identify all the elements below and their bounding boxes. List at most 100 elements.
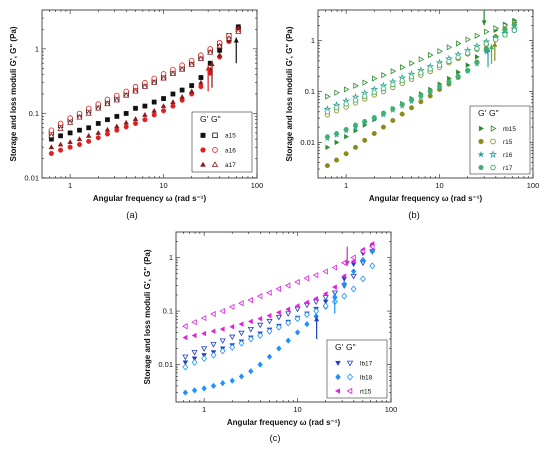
data-point: [141, 83, 148, 89]
x-tick-label: 10: [293, 405, 301, 414]
data-point: [160, 103, 167, 109]
data-point: [76, 142, 83, 148]
data-point: [198, 75, 204, 80]
data-point: [142, 111, 148, 117]
data-point: [294, 329, 301, 336]
data-point: [400, 64, 406, 71]
data-point: [219, 307, 225, 315]
data-point: [484, 28, 490, 35]
data-point: [474, 46, 480, 52]
data-point: [343, 127, 349, 132]
data-point: [341, 273, 347, 279]
data-point: [352, 97, 359, 103]
data-point: [511, 27, 518, 33]
data-point: [350, 268, 357, 275]
data-point: [142, 103, 148, 109]
data-point: [85, 110, 92, 116]
data-point: [182, 389, 189, 396]
data-point: [238, 321, 244, 327]
data-point: [256, 293, 263, 300]
data-point: [465, 68, 471, 73]
panel-label: (a): [126, 210, 138, 221]
legend-entry-label: lb17: [360, 360, 373, 367]
data-point: [86, 138, 92, 144]
data-point: [95, 135, 101, 141]
data-point: [57, 125, 64, 131]
data-point: [294, 315, 301, 323]
data-point: [104, 100, 111, 107]
legend-entry-label: a15: [225, 133, 236, 140]
legend-marker-storage: [200, 147, 206, 153]
data-point: [201, 346, 208, 352]
data-point: [465, 62, 471, 68]
data-point: [95, 121, 101, 126]
data-point: [114, 123, 120, 129]
legend: G' G" rb15 r15 r16 r17: [469, 105, 531, 175]
data-point: [371, 89, 378, 95]
data-point: [381, 72, 387, 79]
data-point: [474, 54, 480, 60]
data-point: [76, 113, 83, 120]
data-point: [511, 23, 517, 28]
legend: G' G" lb17 lb18 rt15: [326, 339, 388, 399]
data-point: [275, 285, 282, 292]
data-point: [455, 73, 461, 79]
data-point: [390, 106, 396, 111]
data-point: [284, 282, 291, 289]
annotation-arrow: [209, 60, 215, 88]
data-point: [353, 82, 359, 89]
data-point: [217, 47, 223, 53]
data-point: [228, 303, 235, 310]
legend-entry-label: lb18: [360, 374, 373, 381]
data-point: [465, 36, 472, 43]
data-point: [294, 303, 300, 309]
legend-marker-storage: [200, 132, 206, 138]
data-point: [333, 131, 340, 136]
data-point: [104, 131, 110, 137]
annotation-arrow: [492, 41, 498, 61]
data-point: [114, 127, 120, 133]
chart-panel-3: 1 10 100 0.01 0.1 1 Angular frequency ω (rad s…: [143, 231, 397, 444]
x-tick-label: 100: [251, 181, 264, 190]
data-point: [123, 119, 129, 125]
annotation-arrow: [205, 65, 211, 92]
data-point: [380, 85, 387, 91]
data-point: [257, 361, 263, 368]
legend-marker-storage: [478, 165, 484, 170]
data-point: [343, 101, 350, 107]
data-point: [266, 353, 273, 360]
data-point: [229, 377, 235, 384]
data-point: [389, 82, 396, 88]
data-point: [371, 115, 377, 120]
data-point: [123, 111, 129, 116]
data-point: [483, 41, 490, 47]
data-point: [95, 104, 102, 111]
data-point: [353, 127, 359, 134]
x-tick-label: 1: [202, 405, 206, 414]
data-point: [238, 373, 245, 380]
data-point: [182, 354, 189, 361]
data-point: [182, 334, 188, 341]
data-point: [238, 339, 245, 347]
data-point: [160, 74, 167, 81]
y-tick-label: 1: [35, 44, 39, 53]
data-point: [399, 78, 406, 84]
data-point: [408, 97, 415, 103]
data-point: [58, 133, 63, 139]
legend-marker-loss: [346, 387, 353, 395]
data-point: [331, 264, 338, 271]
data-point: [201, 355, 208, 362]
data-point: [85, 105, 92, 112]
data-point: [322, 302, 329, 310]
data-point: [191, 332, 197, 339]
data-point: [324, 109, 331, 115]
data-point: [219, 326, 225, 332]
data-point: [275, 323, 282, 331]
data-point: [502, 32, 508, 38]
data-point: [446, 79, 452, 85]
data-point: [247, 297, 253, 304]
data-point: [191, 356, 198, 362]
data-point: [324, 163, 330, 169]
panel-label: (c): [269, 433, 280, 444]
data-point: [132, 116, 139, 121]
